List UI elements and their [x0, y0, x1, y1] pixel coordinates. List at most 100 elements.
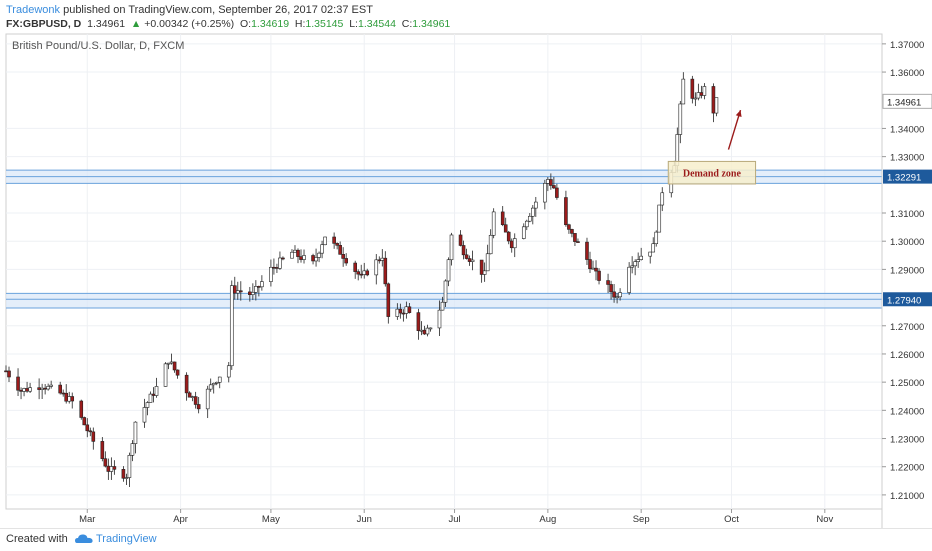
candle-body — [449, 234, 454, 261]
candle-body — [534, 201, 538, 209]
candles-layer — [4, 72, 719, 488]
candle-body — [272, 266, 276, 269]
candle-body — [446, 259, 451, 282]
price-chart[interactable]: Demand zone 1.21000 1.22000 1.23000 1.24000… — [0, 0, 932, 528]
candle-body — [609, 284, 613, 293]
candle-body — [130, 443, 135, 456]
candle-body — [16, 376, 20, 391]
close-label: C: — [401, 18, 413, 30]
candle-body — [109, 466, 114, 472]
candle-body — [100, 441, 105, 459]
candle-body — [124, 477, 129, 479]
x-tick-label: Apr — [173, 514, 188, 525]
candle-body — [386, 283, 391, 317]
candle-body — [359, 273, 364, 276]
x-tick-label: May — [262, 514, 280, 525]
author-link[interactable]: Tradewonk — [6, 4, 61, 16]
candle-body — [573, 233, 577, 242]
x-tick-label: Aug — [539, 514, 556, 525]
candle-body — [521, 226, 526, 239]
y-tick-label: 1.34000 — [890, 124, 924, 135]
low-label: L: — [349, 18, 358, 30]
candle-body — [290, 251, 294, 259]
candle-body — [64, 392, 69, 402]
candle-body — [142, 407, 147, 423]
candle-body — [555, 187, 559, 198]
candle-body — [217, 376, 222, 383]
candle-body — [154, 386, 159, 396]
candle-body — [543, 183, 547, 203]
x-tick-label: Jul — [448, 514, 460, 525]
time-axis[interactable]: Mar Apr May Jun Jul Aug Sep Oct Nov — [79, 509, 833, 525]
candle-body — [211, 383, 216, 386]
candle-body — [127, 455, 132, 478]
candle-body — [681, 78, 686, 105]
candle-body — [380, 257, 385, 261]
candle-body — [88, 430, 93, 433]
candle-body — [275, 267, 279, 269]
open-value: 1.34619 — [251, 18, 290, 30]
candle-body — [512, 238, 517, 249]
candle-body — [79, 400, 84, 418]
annotation-layer: Demand zone — [667, 109, 757, 185]
candle-body — [61, 392, 65, 395]
candle-body — [332, 236, 336, 244]
candle-body — [374, 259, 379, 276]
candle-body — [58, 384, 62, 394]
candle-body — [106, 465, 111, 472]
candle-body — [112, 466, 117, 470]
candle-body — [597, 270, 601, 281]
candle-body — [85, 424, 90, 432]
symbol-label: FX:GBPUSD, D — [6, 18, 82, 30]
candle-body — [440, 301, 445, 311]
candle-body — [82, 417, 87, 426]
candle-body — [491, 211, 496, 236]
candle-body — [4, 370, 8, 373]
candle-body — [467, 258, 472, 262]
candle-body — [196, 404, 201, 410]
y-tick-label: 1.23000 — [890, 435, 924, 446]
candle-body — [205, 388, 210, 410]
candle-body — [485, 253, 490, 272]
tradingview-brand-link[interactable]: TradingView — [96, 533, 157, 545]
candle-body — [28, 387, 32, 392]
candle-body — [702, 86, 707, 96]
candle-body — [506, 231, 511, 242]
candle-body — [239, 290, 243, 293]
created-with-label: Created with — [6, 533, 68, 545]
candle-body — [428, 327, 433, 330]
candle-body — [690, 78, 695, 99]
y-tick-label: 1.33000 — [890, 153, 924, 164]
candle-body — [576, 241, 580, 243]
candle-body — [564, 197, 568, 226]
candle-body — [184, 374, 189, 394]
candle-body — [37, 387, 41, 390]
x-tick-label: Oct — [724, 514, 739, 525]
candle-body — [344, 258, 348, 264]
trend-arrow-line — [727, 109, 742, 150]
candle-body — [524, 220, 529, 228]
x-tick-label: Sep — [633, 514, 650, 525]
high-value: 1.35145 — [305, 18, 344, 30]
candle-body — [588, 259, 592, 270]
candle-body — [711, 86, 716, 114]
candle-body — [657, 204, 662, 233]
candle-body — [419, 329, 424, 332]
high-label: H: — [294, 18, 306, 30]
candle-body — [654, 231, 659, 245]
y-tick-label: 1.37000 — [890, 40, 924, 51]
candle-body — [470, 259, 475, 262]
published-text: published on TradingView.com, September … — [63, 4, 373, 16]
candle-body — [404, 306, 409, 314]
candle-body — [362, 270, 367, 275]
zone-price-label: 1.27940 — [887, 295, 921, 306]
candle-body — [22, 388, 26, 392]
y-tick-label: 1.29000 — [890, 265, 924, 276]
candle-body — [488, 234, 493, 255]
candle-body — [25, 388, 29, 392]
candle-body — [407, 306, 412, 313]
price-axis[interactable]: 1.21000 1.22000 1.23000 1.24000 1.25000 1.260… — [882, 40, 932, 502]
tradingview-cloud-icon[interactable] — [74, 532, 94, 549]
price-change: +0.00342 (+0.25%) — [144, 18, 235, 30]
candle-body — [91, 431, 96, 442]
